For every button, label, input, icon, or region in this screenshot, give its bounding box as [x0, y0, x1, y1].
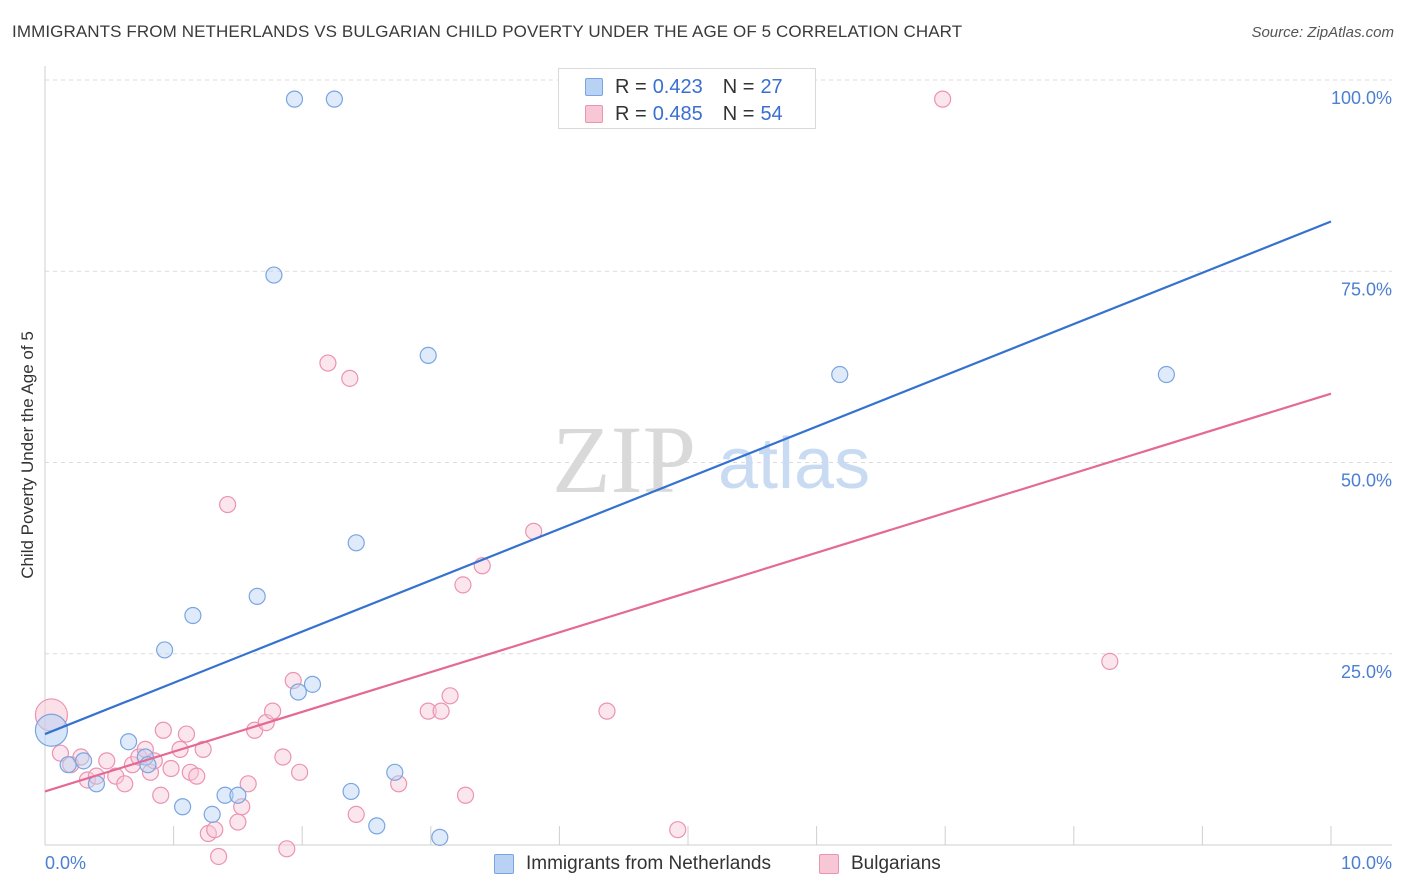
series-legend-netherlands[interactable]: Immigrants from Netherlands	[494, 852, 771, 876]
series-legend-bulgarians[interactable]: Bulgarians	[819, 852, 941, 876]
legend-r-label: R =	[615, 75, 647, 98]
series-swatch-pink	[819, 854, 839, 874]
blue-data-point	[34, 713, 69, 747]
blue-data-point	[248, 587, 266, 605]
pink-data-point	[206, 821, 224, 839]
pink-data-point	[152, 786, 170, 804]
pink-data-point	[264, 702, 282, 720]
legend-n-value: 27	[760, 75, 783, 98]
blue-trend-line	[44, 220, 1332, 736]
blue-data-point	[368, 817, 386, 835]
blue-data-point	[325, 90, 343, 108]
blue-data-point	[289, 683, 307, 701]
y-tick-label: 25.0%	[1341, 662, 1392, 682]
pink-data-point	[239, 775, 257, 793]
pink-data-point	[210, 847, 228, 866]
pink-data-point	[598, 702, 616, 720]
pink-data-point	[456, 786, 475, 804]
pink-data-point	[419, 702, 437, 720]
pink-data-point	[188, 767, 206, 785]
y-tick-label: 75.0%	[1341, 279, 1392, 299]
y-tick-label: 50.0%	[1341, 471, 1392, 491]
legend-r-value: 0.485	[652, 102, 703, 125]
legend-swatch-blue	[585, 78, 603, 96]
legend-r-value: 0.423	[652, 75, 703, 98]
pink-data-point	[319, 354, 337, 372]
axes	[44, 66, 1392, 846]
x-tick-label-min: 0.0%	[45, 853, 86, 873]
correlation-legend: R = 0.423 N = 27 R = 0.485 N = 54	[558, 68, 816, 129]
blue-data-point	[229, 786, 247, 804]
blue-data-point	[831, 365, 849, 384]
x-tick-label-max: 10.0%	[1341, 853, 1392, 873]
pink-data-point	[341, 369, 359, 387]
blue-data-point	[342, 782, 360, 801]
pink-data-point	[274, 748, 292, 766]
blue-data-point	[285, 90, 304, 108]
blue-data-point	[203, 805, 221, 824]
pink-data-point	[432, 702, 450, 720]
blue-data-point	[265, 266, 283, 284]
blue-data-point	[386, 763, 404, 781]
pink-trend-line	[44, 392, 1332, 793]
watermark-zip: ZIP	[552, 406, 696, 513]
watermark-atlas: atlas	[718, 424, 870, 504]
tick-labels: 25.0% 50.0% 75.0% 100.0% 0.0% 10.0%	[45, 88, 1392, 873]
grid-lines	[45, 79, 1392, 655]
pink-data-point	[441, 687, 459, 705]
series-label-netherlands: Immigrants from Netherlands	[526, 853, 771, 874]
netherlands-points	[34, 90, 1175, 846]
pink-data-point	[669, 821, 687, 839]
blue-data-point	[303, 675, 322, 693]
legend-n-label: N =	[722, 102, 755, 125]
blue-data-point	[74, 752, 93, 770]
legend-swatch-pink	[585, 105, 603, 123]
blue-data-point	[59, 756, 77, 774]
pink-data-point	[154, 721, 172, 739]
blue-data-point	[347, 534, 365, 552]
legend-row-netherlands: R = 0.423 N = 27	[585, 75, 783, 99]
legend-n-value: 54	[760, 102, 783, 125]
blue-data-point	[1157, 365, 1175, 384]
series-label-bulgarians: Bulgarians	[851, 853, 941, 874]
trend-lines	[44, 220, 1332, 793]
pink-data-point	[1101, 652, 1119, 671]
blue-data-point	[155, 641, 174, 659]
pink-data-point	[291, 763, 309, 781]
pink-data-point	[162, 759, 180, 778]
blue-data-point	[119, 733, 138, 751]
legend-n-label: N =	[722, 75, 755, 98]
chart-title: IMMIGRANTS FROM NETHERLANDS VS BULGARIAN…	[12, 22, 963, 41]
blue-data-point	[431, 828, 449, 846]
source-label: Source: ZipAtlas.com	[1251, 24, 1394, 41]
blue-data-point	[216, 786, 234, 804]
pink-data-point	[934, 90, 952, 108]
pink-data-point	[454, 576, 472, 594]
legend-r-label: R =	[615, 102, 647, 125]
pink-data-point	[177, 725, 196, 743]
pink-data-point	[219, 495, 237, 514]
blue-data-point	[184, 606, 202, 625]
blue-data-point	[419, 346, 437, 364]
series-swatch-blue	[494, 854, 514, 874]
pink-data-point	[98, 752, 116, 770]
pink-data-point	[347, 805, 365, 824]
legend-row-bulgarians: R = 0.485 N = 54	[585, 102, 783, 126]
y-tick-label: 100.0%	[1331, 88, 1392, 108]
pink-data-point	[278, 840, 296, 858]
pink-data-point	[116, 775, 134, 793]
blue-data-point	[174, 798, 192, 816]
y-axis-label: Child Poverty Under the Age of 5	[18, 331, 37, 579]
pink-data-point	[229, 813, 247, 831]
